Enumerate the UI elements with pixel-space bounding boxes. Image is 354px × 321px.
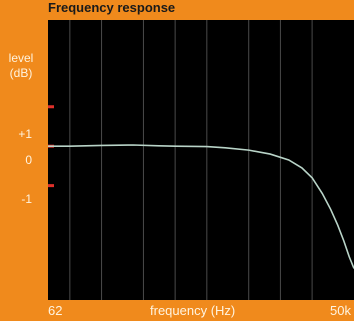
series-line [48, 144, 354, 269]
y-tick-label-0: 0 [25, 153, 32, 167]
y-axis-label-line1: level [8, 51, 34, 65]
y-tick-label-plus1: +1 [18, 127, 32, 141]
x-tick-label-62: 62 [48, 303, 63, 318]
y-axis-label-line2: (dB) [9, 66, 33, 80]
x-tick-label-50k: 50k [330, 303, 351, 318]
chart-title: Frequency response [48, 0, 176, 15]
chart-svg [48, 20, 354, 300]
plot-area [48, 20, 354, 300]
y-axis-label: level (dB) [4, 51, 38, 81]
y-tick-label-minus1: -1 [21, 192, 32, 206]
x-axis-label: frequency (Hz) [150, 303, 236, 318]
